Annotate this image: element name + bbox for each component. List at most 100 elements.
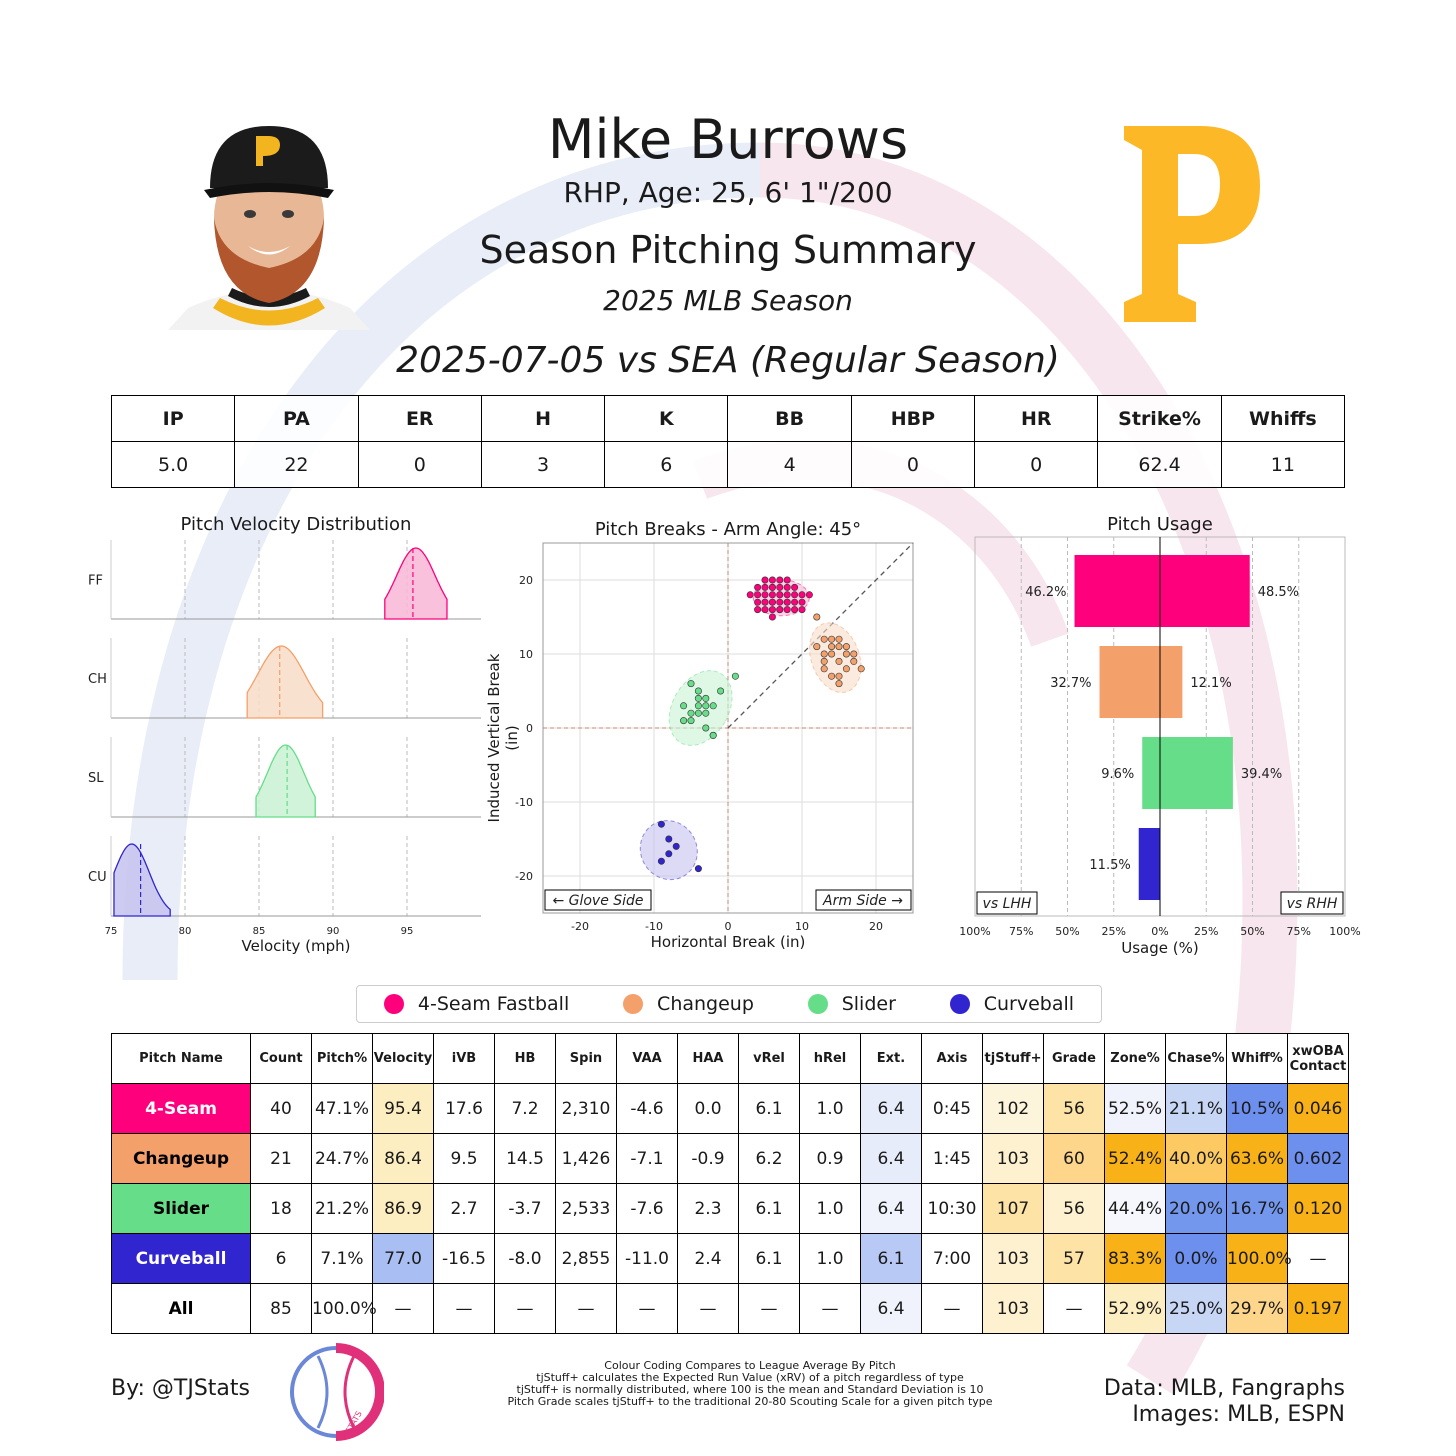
pitch-row-all: All 85 100.0% — — — — — — — —6.4—103—52.9% 25.0% 29.… xyxy=(111,1283,1349,1334)
break-point xyxy=(657,857,665,865)
pitch-row-cu: Curveball 6 7.1% 77.0 -16.5 -8.0 2,855 -11.0 2.4… xyxy=(111,1233,1349,1284)
team-logo xyxy=(1124,126,1260,322)
break-point xyxy=(835,643,843,651)
break-x-tick: 20 xyxy=(869,920,883,933)
break-chart-title: Pitch Breaks - Arm Angle: 45° xyxy=(594,519,862,540)
usage-chart-title: Pitch Usage xyxy=(1107,514,1213,535)
break-point xyxy=(791,583,799,591)
metric-cell: 6.1 xyxy=(738,1233,800,1284)
metric-cell: 52.4% xyxy=(1104,1133,1166,1184)
metric-cell: — xyxy=(555,1283,617,1334)
break-point xyxy=(702,709,710,717)
column-header: Spin xyxy=(555,1033,617,1084)
break-point xyxy=(776,591,784,599)
metric-cell: — xyxy=(616,1283,678,1334)
break-point xyxy=(768,613,776,621)
legend-dot-sl xyxy=(807,994,828,1014)
column-header: Pitch% xyxy=(311,1033,373,1084)
usage-value-lhh: 46.2% xyxy=(1025,585,1066,600)
metric-cell: 6.4 xyxy=(860,1283,922,1334)
stat-header: Whiffs xyxy=(1220,395,1346,442)
data-source: Data: MLB, Fangraphs xyxy=(1103,1376,1345,1401)
metric-cell: — xyxy=(1043,1283,1105,1334)
stat-value: 0 xyxy=(850,441,976,488)
pitch-table-header-row: Pitch Name Count Pitch% Velocity iVB HB Spin VA… xyxy=(111,1033,1349,1084)
break-point xyxy=(776,606,784,614)
break-point xyxy=(805,591,813,599)
break-point xyxy=(783,606,791,614)
break-point xyxy=(754,598,762,606)
stat-header: H xyxy=(480,395,606,442)
usage-bar-rhh xyxy=(1160,737,1233,809)
break-point xyxy=(820,665,828,673)
metric-cell: — xyxy=(921,1283,983,1334)
usage-x-tick: 25% xyxy=(1102,925,1126,938)
break-point xyxy=(761,598,769,606)
metric-cell: -8.0 xyxy=(494,1233,556,1284)
legend-label: 4-Seam Fastball xyxy=(417,993,570,1015)
break-cluster-3 xyxy=(639,820,698,881)
note-line: tjStuff+ is normally distributed, where … xyxy=(516,1383,984,1396)
player-name: Mike Burrows xyxy=(547,108,909,171)
metric-cell: 77.0 xyxy=(372,1233,434,1284)
break-point xyxy=(813,643,821,651)
metric-cell: 6.4 xyxy=(860,1183,922,1234)
usage-bar-rhh xyxy=(1160,555,1250,627)
stat-header: Strike% xyxy=(1097,395,1222,442)
velocity-density-ch xyxy=(246,645,324,719)
metric-cell: 2,855 xyxy=(555,1233,617,1284)
break-point xyxy=(798,606,806,614)
pitch-legend: 4-Seam Fastball Changeup Slider Curvebal… xyxy=(356,985,1102,1023)
metric-cell: -7.1 xyxy=(616,1133,678,1184)
break-x-tick: 10 xyxy=(795,920,809,933)
metric-cell: 60 xyxy=(1043,1133,1105,1184)
metric-cell: 102 xyxy=(982,1083,1044,1134)
metric-cell: 10.5% xyxy=(1226,1083,1288,1134)
break-point xyxy=(687,709,695,717)
velocity-tick-label: 90 xyxy=(327,926,340,937)
metric-cell: 24.7% xyxy=(311,1133,373,1184)
vs-rhh-label: vs RHH xyxy=(1287,896,1338,912)
player-bio: RHP, Age: 25, 6' 1"/200 xyxy=(563,176,893,209)
color-coding-notes: Colour Coding Compares to League Average… xyxy=(440,1360,1060,1408)
pitch-metrics-table: Pitch Name Count Pitch% Velocity iVB HB Spin VA… xyxy=(111,1033,1349,1334)
metric-cell: 1.0 xyxy=(799,1183,861,1234)
break-point xyxy=(657,820,665,828)
metric-cell: — xyxy=(738,1283,800,1334)
break-point xyxy=(820,635,828,643)
break-point xyxy=(746,591,754,599)
break-point xyxy=(680,702,688,710)
velocity-row-label: FF xyxy=(88,574,103,589)
break-point xyxy=(791,591,799,599)
break-y-tick: -20 xyxy=(515,870,533,883)
pitch-name-cell: Curveball xyxy=(111,1233,251,1284)
stat-value: 5.0 xyxy=(110,441,236,488)
break-point xyxy=(687,680,695,688)
break-point xyxy=(754,591,762,599)
usage-bar-lhh xyxy=(1074,555,1160,627)
metric-cell: 52.5% xyxy=(1104,1083,1166,1134)
season-label: 2025 MLB Season xyxy=(603,284,853,317)
metric-cell: 103 xyxy=(982,1133,1044,1184)
velocity-density-cu xyxy=(113,843,171,917)
metric-cell: 83.3% xyxy=(1104,1233,1166,1284)
column-header: Grade xyxy=(1043,1033,1105,1084)
legend-label: Slider xyxy=(841,993,896,1015)
usage-x-tick: 100% xyxy=(1329,925,1360,938)
usage-x-tick: 75% xyxy=(1009,925,1033,938)
metric-cell: 0.046 xyxy=(1287,1083,1349,1134)
stat-value: 3 xyxy=(480,441,606,488)
break-point xyxy=(709,731,717,739)
metric-cell: 103 xyxy=(982,1233,1044,1284)
break-point xyxy=(813,613,821,621)
usage-value-rhh: 48.5% xyxy=(1258,585,1299,600)
break-point xyxy=(835,635,843,643)
metric-cell: 47.1% xyxy=(311,1083,373,1134)
metric-cell: 6.4 xyxy=(860,1133,922,1184)
column-header: hRel xyxy=(799,1033,861,1084)
column-header: Velocity xyxy=(372,1033,434,1084)
break-point xyxy=(835,680,843,688)
stat-header: HBP xyxy=(850,395,976,442)
usage-x-tick: 50% xyxy=(1055,925,1079,938)
image-source: Images: MLB, ESPN xyxy=(1132,1402,1345,1427)
